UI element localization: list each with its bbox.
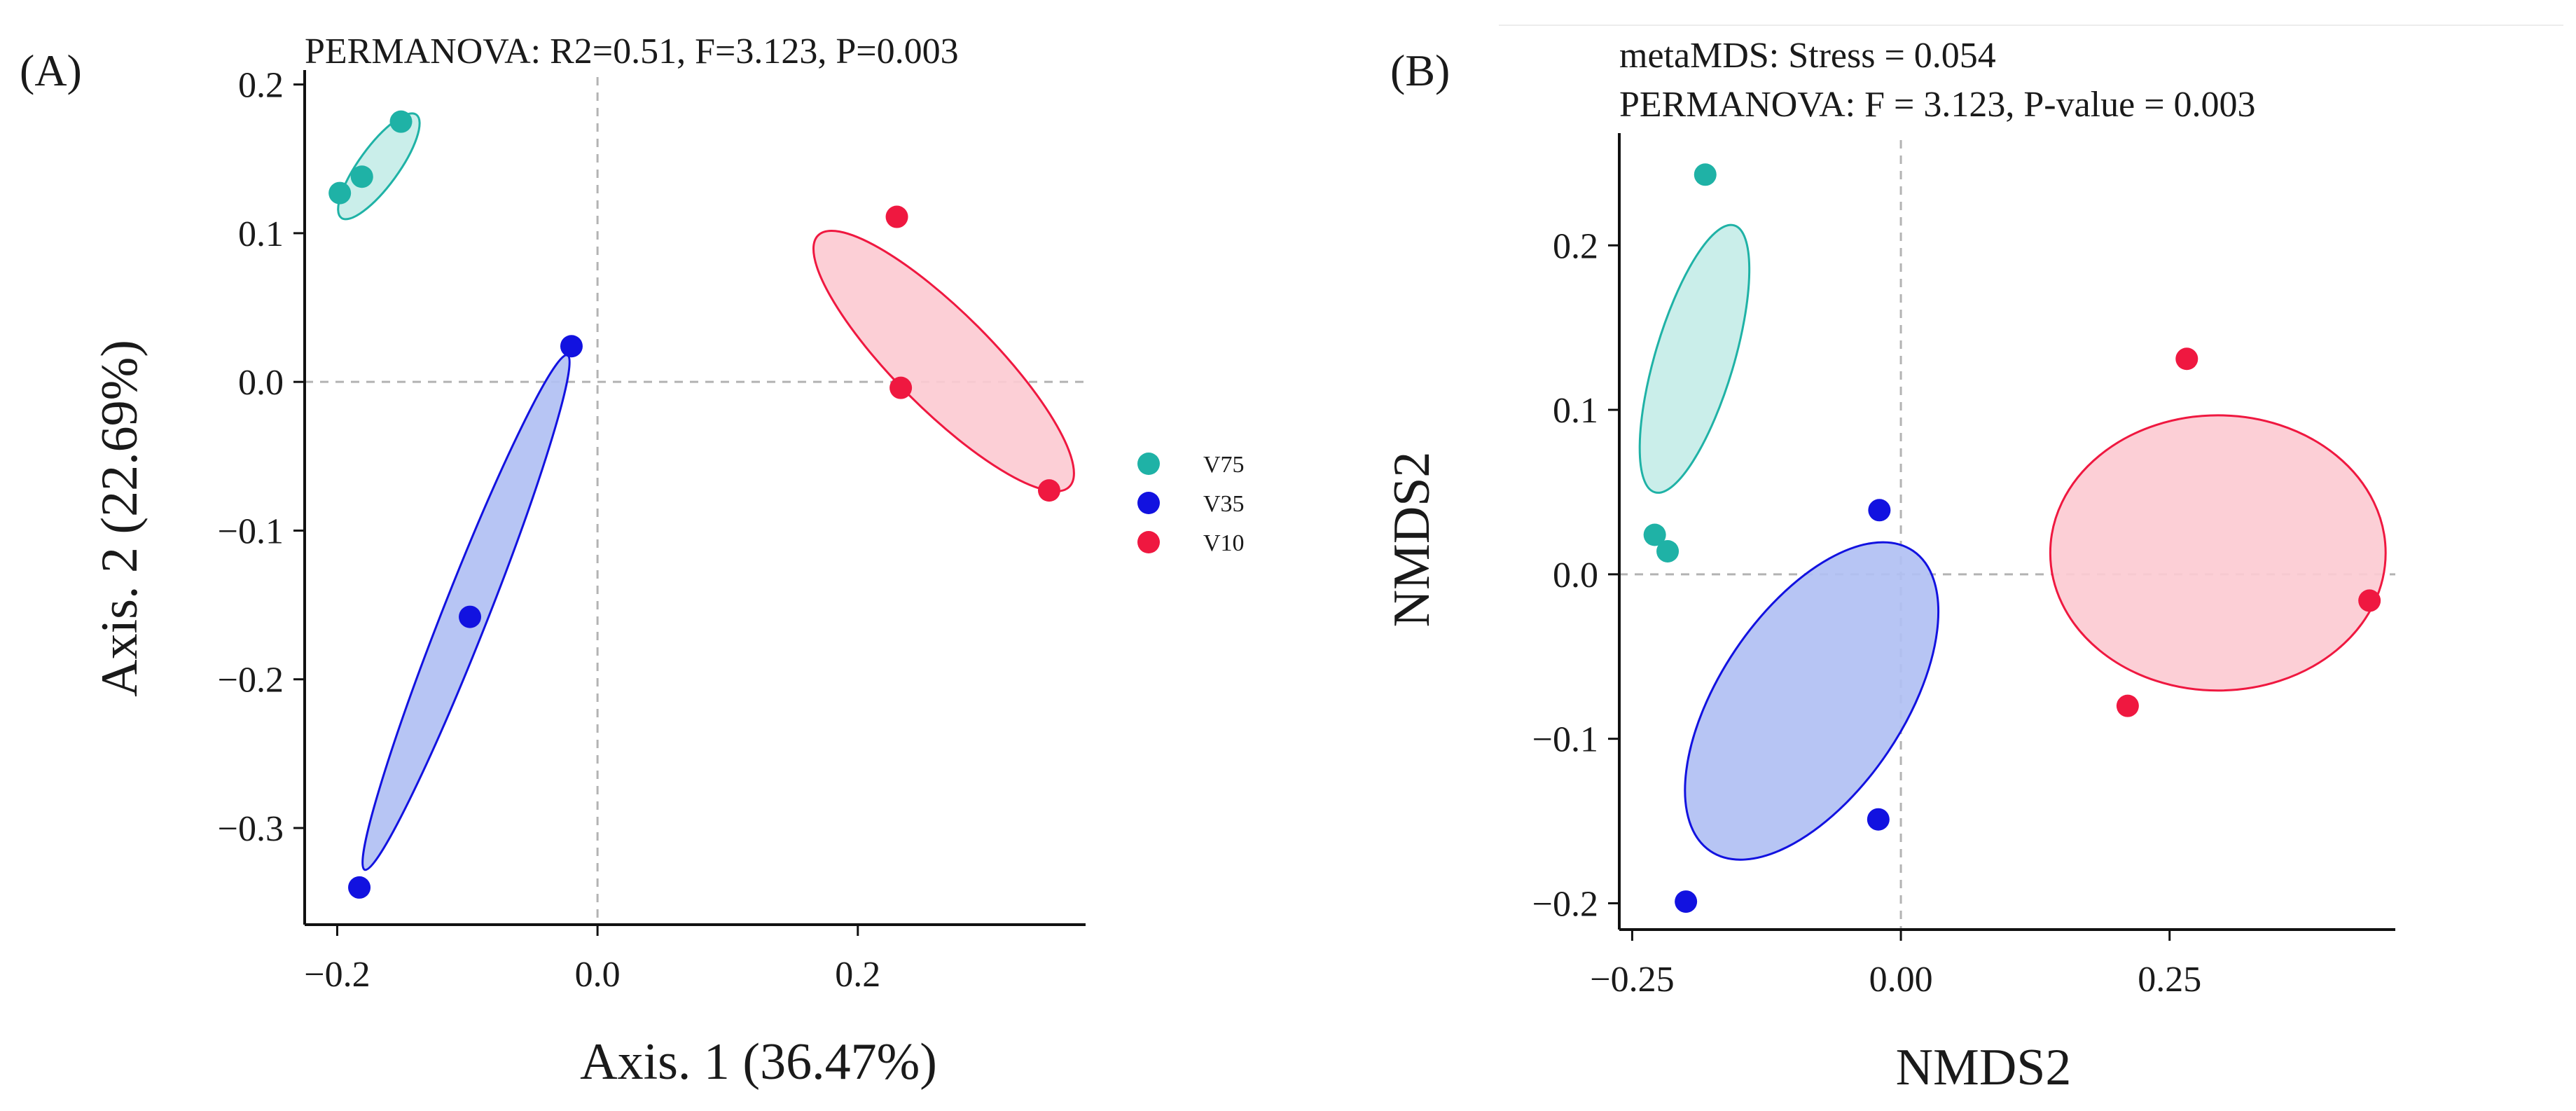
panel-b-y-tick-label: −0.2: [1532, 884, 1598, 924]
panel-a-y-tick-label: −0.2: [218, 661, 284, 701]
panel-a-x-tick-label: 0.0: [575, 955, 621, 995]
legend: V75 V35 V10: [1137, 452, 1245, 556]
panel-b-y-tick-label: 0.0: [1553, 556, 1598, 595]
panel-b-point-v35-3[interactable]: [1675, 890, 1698, 913]
panel-b-label: (B): [1390, 46, 1450, 95]
panel-b-title: metaMDS: Stress = 0.054: [1619, 36, 1996, 76]
panel-a-y-axis-title: Axis. 2 (22.69%): [91, 340, 148, 697]
panel-a-ellipse-v75: [337, 112, 421, 221]
legend-item-v75[interactable]: V75: [1137, 452, 1245, 478]
panel-b-y-tick-label: 0.2: [1553, 226, 1598, 266]
panel-a-point-v10-2[interactable]: [889, 376, 913, 399]
panel-b-point-v75-2[interactable]: [1643, 523, 1666, 546]
panel-a-title: PERMANOVA: R2=0.51, F=3.123, P=0.003: [305, 32, 959, 71]
legend-item-v35[interactable]: V35: [1137, 491, 1245, 517]
panel-a-label: (A): [20, 46, 82, 95]
panel-b-x-tick-label: 0.25: [2138, 960, 2201, 1000]
panel-a-y-tick-label: 0.1: [238, 214, 284, 254]
panel-b-point-v35-2[interactable]: [1867, 808, 1890, 831]
legend-marker-v75: [1137, 453, 1160, 475]
panel-b-ellipse-v75: [1638, 223, 1751, 494]
panel-b: (B) metaMDS: Stress = 0.054 PERMANOVA: F…: [1383, 25, 2563, 1096]
panel-a-point-v35-2[interactable]: [459, 605, 482, 628]
panel-a-x-tick-label: 0.2: [835, 955, 880, 995]
panel-b-plot-area: 0.2 0.1 0.0 −0.1 −0.2 −0.25 0.00 0.25: [1532, 133, 2395, 1000]
panel-a-point-v35-3[interactable]: [348, 876, 371, 899]
panel-a-x-tick-label: −0.2: [304, 955, 370, 995]
legend-label-v10: V10: [1203, 530, 1245, 556]
panel-a-y-tick-label: −0.1: [218, 511, 284, 551]
panel-b-y-axis-title: NMDS2: [1383, 452, 1441, 628]
panel-b-point-v10-2[interactable]: [2358, 589, 2381, 612]
panel-b-point-v35-1[interactable]: [1868, 499, 1891, 522]
panel-a-x-axis-title: Axis. 1 (36.47%): [580, 1033, 937, 1091]
panel-a-y-tick-label: 0.0: [238, 363, 284, 403]
legend-label-v35: V35: [1203, 491, 1245, 517]
legend-marker-v35: [1137, 492, 1160, 514]
panel-a-point-v75-2[interactable]: [350, 165, 373, 188]
panel-b-ellipse-v10: [2049, 414, 2387, 692]
panel-a-point-v10-1[interactable]: [885, 205, 908, 228]
panel-b-x-tick-label: −0.25: [1590, 960, 1674, 1000]
legend-item-v10[interactable]: V10: [1137, 530, 1245, 556]
panel-b-x-axis-title: NMDS2: [1896, 1039, 2072, 1096]
panel-b-y-tick-label: −0.1: [1532, 720, 1598, 760]
panel-a-y-tick-label: −0.3: [218, 809, 284, 849]
panel-b-y-tick-label: 0.1: [1553, 391, 1598, 431]
panel-a-point-v35-1[interactable]: [560, 335, 583, 358]
panel-b-point-v10-1[interactable]: [2175, 347, 2198, 371]
panel-a: (A) PERMANOVA: R2=0.51, F=3.123, P=0.003…: [20, 32, 1245, 1091]
panel-a-point-v75-1[interactable]: [328, 181, 352, 205]
panel-b-point-v75-1[interactable]: [1694, 163, 1717, 186]
panel-a-ellipse-v10: [812, 230, 1075, 492]
legend-label-v75: V75: [1203, 452, 1245, 478]
panel-a-point-v75-3[interactable]: [389, 110, 413, 133]
panel-b-x-tick-label: 0.00: [1869, 960, 1933, 1000]
panel-b-ellipse-v35: [1684, 541, 1940, 861]
panel-b-subtitle: PERMANOVA: F = 3.123, P-value = 0.003: [1619, 85, 2256, 125]
panel-a-y-tick-label: 0.2: [238, 66, 284, 106]
panel-a-plot-area: 0.2 0.1 0.0 −0.1 −0.2 −0.3 −0.2 0.0 0.2: [218, 66, 1086, 995]
panel-b-point-v10-3[interactable]: [2116, 694, 2139, 717]
panel-b-point-v75-3[interactable]: [1656, 539, 1680, 563]
panel-a-point-v10-3[interactable]: [1037, 479, 1060, 502]
legend-marker-v10: [1137, 531, 1160, 553]
